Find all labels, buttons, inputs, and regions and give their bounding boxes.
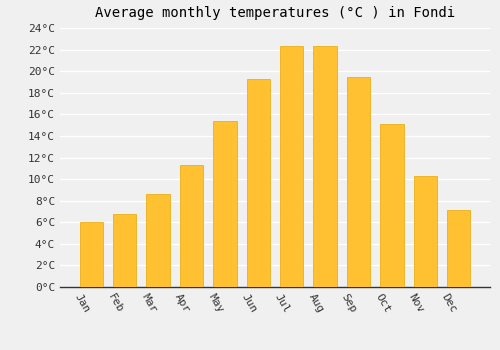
Bar [414, 176, 437, 287]
Bar [347, 77, 370, 287]
Bar [280, 46, 303, 287]
Bar [80, 222, 103, 287]
Bar [113, 214, 136, 287]
Bar [146, 194, 170, 287]
Bar [180, 165, 203, 287]
Bar [380, 124, 404, 287]
Bar [213, 121, 236, 287]
Bar [314, 46, 337, 287]
Bar [447, 210, 470, 287]
Title: Average monthly temperatures (°C ) in Fondi: Average monthly temperatures (°C ) in Fo… [95, 6, 455, 20]
Bar [246, 79, 270, 287]
